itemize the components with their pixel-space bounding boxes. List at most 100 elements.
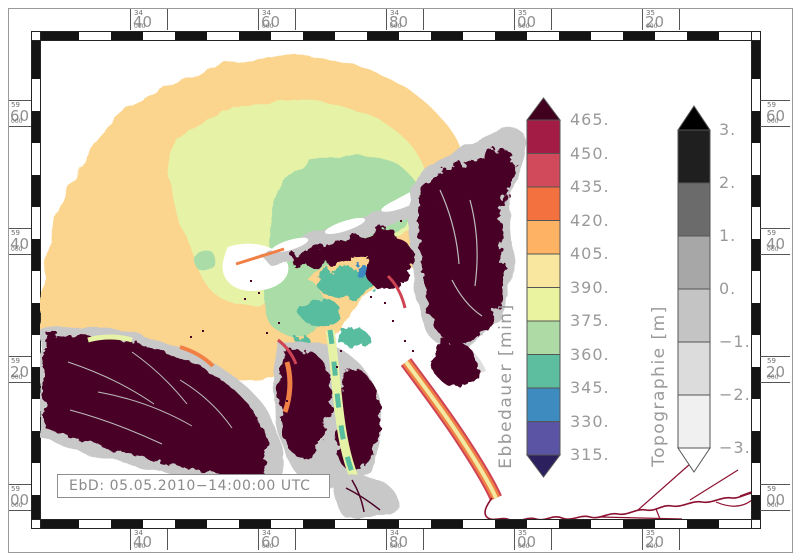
colorbar-segment [526,186,561,221]
tick-small-digits: 000 [767,374,779,381]
colorbar-segment [526,153,561,188]
colorbar-ebbedauer [526,97,561,478]
tick-small-digits: 59 [767,101,776,109]
axis-tick-label-r: 59 40 000 [760,228,790,255]
colorbar-tick-label: 315. [570,445,610,464]
elbe-river-line [484,463,751,519]
colorbar-tick-label: 450. [570,143,610,163]
south-drainage-channels [67,351,233,445]
tick-small-digits: 000 [646,23,658,30]
colorbar-segment [526,320,561,355]
neatline-corner [31,519,41,529]
axis-tick-label-l: 59 20 000 [9,356,31,383]
colorbar-segment [677,341,711,396]
tick-small-digits: 59 [11,229,20,237]
tick-small-digits: 35 [646,529,655,537]
weser-channel-teal [327,329,359,484]
tick-value: 80 [389,533,409,551]
axis-tick-label-r: 59 00 000 [760,484,790,511]
neatline-corner [751,519,761,529]
colorbar-segment [677,235,711,290]
axis-tick-label-b: 34 80 000 [386,529,424,550]
tick-small-digits: 34 [134,9,143,17]
axis-tick-label-r: 59 20 000 [760,356,790,383]
axis-tick-label-t: 35 20 000 [642,9,680,30]
tick-small-digits: 000 [11,118,23,125]
tick-small-digits: 34 [262,529,271,537]
colorbar-tick-label: 0. [719,279,737,298]
tick-value: 20 [10,363,30,381]
tick-small-digits: 000 [390,543,402,550]
tick-small-digits: 000 [11,374,23,381]
colorbar-title-ebbedauer: Ebbedauer [min] [496,303,516,469]
axis-tick-label-t: 34 80 000 [386,9,424,30]
colorbar-tick-label: 3. [719,120,737,139]
colorbar-segment [526,354,561,389]
colorbar-segment [526,253,561,288]
neatline-corner [31,31,41,41]
tick-small-digits: 000 [646,543,658,550]
tick-value: 60 [261,13,281,31]
figure-border [8,8,793,553]
tick-value: 60 [10,107,30,125]
tick-value: 00 [10,491,30,509]
colorbar-segment [677,129,711,184]
fringe-orange-3 [282,361,293,413]
tick-small-digits: 34 [262,9,271,17]
colorbar-tick-label: −2. [719,385,751,404]
fringe-green-1 [87,334,133,343]
colorbar-segment [526,387,561,422]
tick-small-digits: 000 [390,23,402,30]
colorbar-title-topographie: Topographie [m] [649,305,669,467]
tick-value: 00 [766,491,786,509]
colorbar-tick-label: 405. [570,244,610,263]
tick-small-digits: 000 [767,246,779,253]
tick-small-digits: 34 [134,529,143,537]
tick-value: 80 [389,13,409,31]
colorbar-tick-label: 465. [570,110,610,129]
tick-small-digits: 000 [518,23,530,30]
colorbar-segment [677,182,711,237]
tick-small-digits: 59 [767,229,776,237]
colorbar-tick-label: 435. [570,177,610,196]
map-area [40,40,751,519]
tick-value: 40 [10,235,30,253]
axis-tick-label-t: 34 40 000 [130,9,168,30]
axis-tick-label-b: 34 60 000 [258,529,296,550]
tick-small-digits: 000 [767,502,779,509]
tick-small-digits: 59 [11,101,20,109]
tick-small-digits: 000 [262,543,274,550]
map-svg [40,55,751,519]
tick-small-digits: 000 [134,543,146,550]
colorbar-segment [526,421,561,456]
colorbar-arrow-top [526,97,561,121]
tick-value: 20 [645,13,665,31]
axis-tick-label-r: 59 60 000 [760,100,790,127]
tick-small-digits: 59 [11,485,20,493]
tick-small-digits: 35 [646,9,655,17]
tick-value: 60 [261,533,281,551]
colorbar-tick-label: −3. [719,438,751,457]
colorbar-segment [677,288,711,343]
colorbar-segment [526,287,561,322]
colorbar-arrow-top [677,105,711,131]
fringe-red-1 [386,274,407,309]
fringe-orange-2 [179,345,215,368]
axis-tick-label-b: 34 40 000 [130,529,168,550]
tick-small-digits: 000 [518,543,530,550]
colorbar-tick-label: 375. [570,311,610,330]
axis-tick-label-l: 59 00 000 [9,484,31,511]
colorbar-tick-label: 1. [719,226,737,245]
fringe-orange-1 [235,247,285,266]
tick-small-digits: 000 [134,23,146,30]
tick-small-digits: 000 [767,118,779,125]
colorbar-segment [677,394,711,449]
axis-tick-label-b: 35 20 000 [642,529,680,550]
tick-small-digits: 000 [262,23,274,30]
colorbar-segment [526,220,561,255]
elbe-estuary-core [404,360,498,499]
tick-value: 40 [133,533,153,551]
tick-small-digits: 35 [518,9,527,17]
colorbar-tick-label: 330. [570,411,610,431]
peninsula-drainage-channels [439,189,483,317]
